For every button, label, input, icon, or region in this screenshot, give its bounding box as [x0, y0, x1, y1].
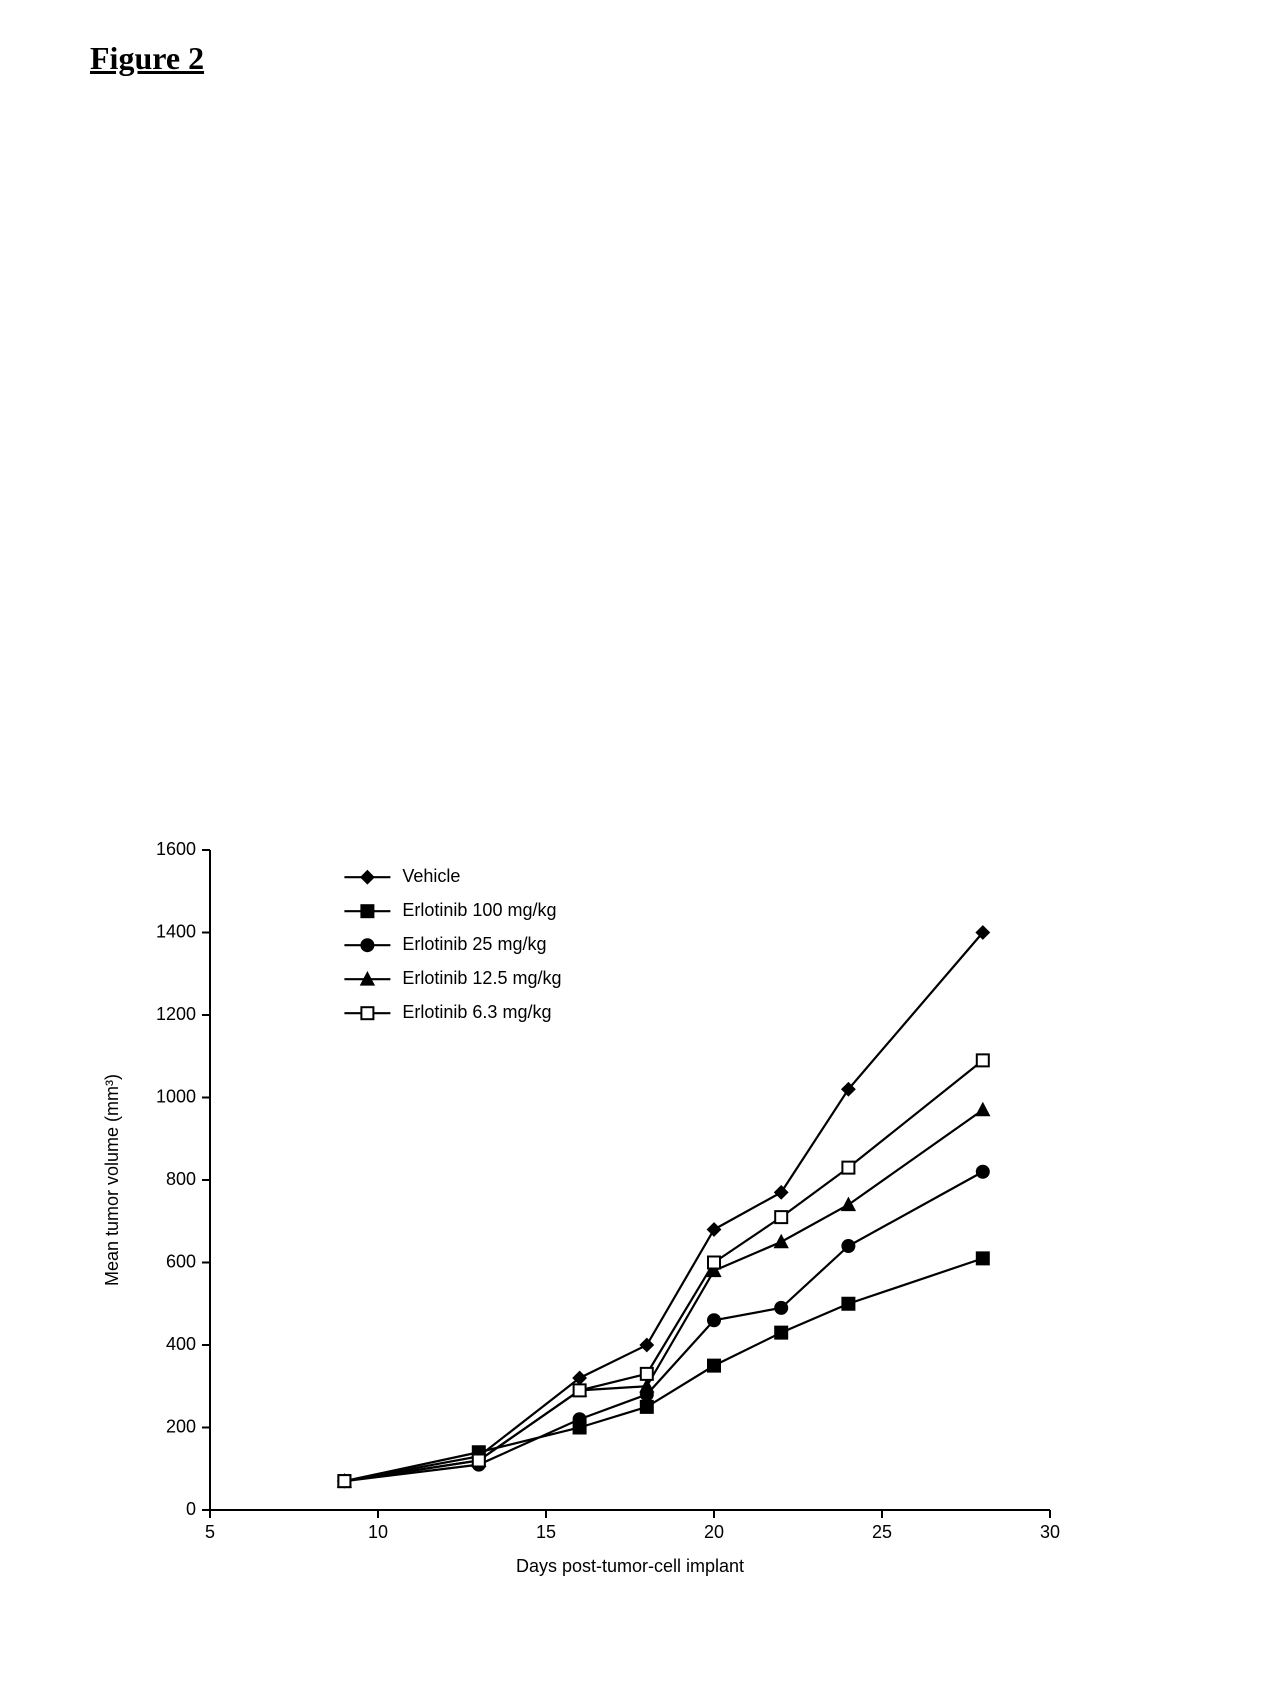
legend — [344, 871, 390, 1019]
svg-text:Mean tumor volume (mm³): Mean tumor volume (mm³) — [102, 1074, 122, 1286]
svg-text:1600: 1600 — [156, 839, 196, 859]
svg-text:0: 0 — [186, 1499, 196, 1519]
tumor-volume-chart: 0 200 400 600 800 1000 1200 1400 1600 5 10 15 20 25 30… — [90, 830, 1090, 1590]
series-3 — [338, 1104, 988, 1487]
series-2 — [338, 1166, 988, 1487]
svg-text:Days post-tumor-cell implant: Days post-tumor-cell implant — [516, 1556, 744, 1576]
svg-text:400: 400 — [166, 1334, 196, 1354]
series-1 — [338, 1252, 988, 1487]
svg-text:1000: 1000 — [156, 1086, 196, 1106]
svg-text:Vehicle: Vehicle — [402, 866, 460, 886]
svg-text:Erlotinib 100 mg/kg: Erlotinib 100 mg/kg — [402, 900, 556, 920]
page-container: Figure 2 0 200 400 600 800 1000 1200 1400 1600 5 1… — [0, 0, 1272, 1685]
series-4 — [338, 1054, 988, 1487]
svg-text:Erlotinib 6.3 mg/kg: Erlotinib 6.3 mg/kg — [402, 1002, 551, 1022]
svg-text:200: 200 — [166, 1416, 196, 1436]
figure-title: Figure 2 — [90, 40, 204, 77]
svg-text:15: 15 — [536, 1522, 556, 1542]
svg-text:Erlotinib 12.5 mg/kg: Erlotinib 12.5 mg/kg — [402, 968, 561, 988]
svg-text:1400: 1400 — [156, 921, 196, 941]
svg-text:600: 600 — [166, 1251, 196, 1271]
svg-text:30: 30 — [1040, 1522, 1060, 1542]
svg-text:25: 25 — [872, 1522, 892, 1542]
chart-svg: 0 200 400 600 800 1000 1200 1400 1600 5 10 15 20 25 30… — [90, 830, 1090, 1590]
svg-text:1200: 1200 — [156, 1004, 196, 1024]
svg-text:Erlotinib 25 mg/kg: Erlotinib 25 mg/kg — [402, 934, 546, 954]
svg-text:800: 800 — [166, 1169, 196, 1189]
svg-text:10: 10 — [368, 1522, 388, 1542]
svg-text:20: 20 — [704, 1522, 724, 1542]
svg-text:5: 5 — [205, 1522, 215, 1542]
